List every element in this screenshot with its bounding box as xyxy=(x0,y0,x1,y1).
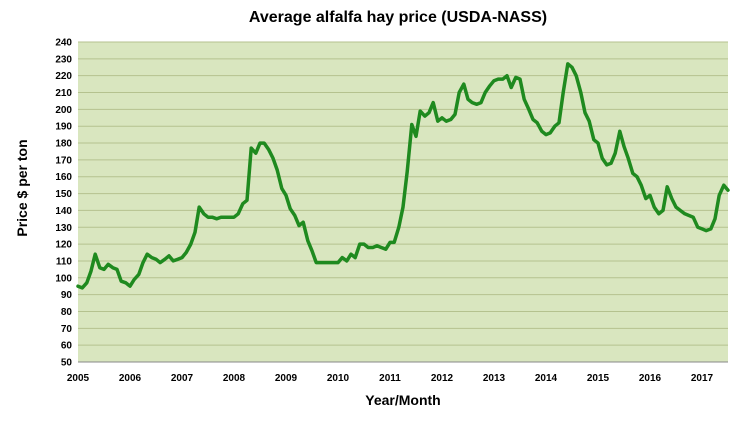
y-tick-label: 220 xyxy=(55,71,72,82)
x-axis-label: Year/Month xyxy=(365,392,440,408)
x-tick-label: 2014 xyxy=(535,373,558,384)
y-tick-label: 170 xyxy=(55,155,72,166)
y-tick-label: 180 xyxy=(55,139,72,150)
x-tick-label: 2012 xyxy=(431,373,454,384)
y-tick-label: 140 xyxy=(55,206,72,217)
y-tick-label: 70 xyxy=(61,324,73,335)
x-tick-label: 2009 xyxy=(275,373,298,384)
price-series-line xyxy=(76,62,730,290)
x-tick-label: 2010 xyxy=(327,373,350,384)
y-tick-label: 120 xyxy=(55,240,72,251)
y-tick-label: 240 xyxy=(55,38,72,49)
y-tick-label: 200 xyxy=(55,105,72,116)
y-tick-label: 90 xyxy=(61,290,73,301)
y-tick-label: 60 xyxy=(61,341,73,352)
y-tick-label: 230 xyxy=(55,54,72,65)
x-tick-label: 2013 xyxy=(483,373,506,384)
x-tick-label: 2007 xyxy=(171,373,194,384)
y-tick-label: 130 xyxy=(55,223,72,234)
y-axis-ticks: 50 60 70 80 90 100 110 120 130 140 150 160 170 180 190… xyxy=(55,38,72,369)
y-axis-label: Price $ per ton xyxy=(14,139,30,236)
y-tick-label: 110 xyxy=(56,256,73,267)
y-tick-label: 50 xyxy=(61,358,73,369)
y-tick-label: 150 xyxy=(55,189,72,200)
x-tick-label: 2008 xyxy=(223,373,246,384)
y-tick-label: 160 xyxy=(55,172,72,183)
x-tick-label: 2011 xyxy=(379,373,401,384)
x-tick-label: 2015 xyxy=(587,373,610,384)
x-tick-label: 2017 xyxy=(691,373,714,384)
gridlines xyxy=(78,41,728,363)
x-tick-label: 2005 xyxy=(67,373,90,384)
y-tick-label: 190 xyxy=(55,122,72,133)
y-tick-label: 80 xyxy=(61,307,73,318)
y-tick-label: 210 xyxy=(55,88,72,99)
chart-title: Average alfalfa hay price (USDA-NASS) xyxy=(249,9,547,26)
x-tick-label: 2006 xyxy=(119,373,142,384)
y-tick-label: 100 xyxy=(55,273,72,284)
x-tick-label: 2016 xyxy=(639,373,662,384)
x-axis-ticks: 2005 2006 2007 2008 2009 2010 2011 2012 2013 2014… xyxy=(67,373,714,384)
